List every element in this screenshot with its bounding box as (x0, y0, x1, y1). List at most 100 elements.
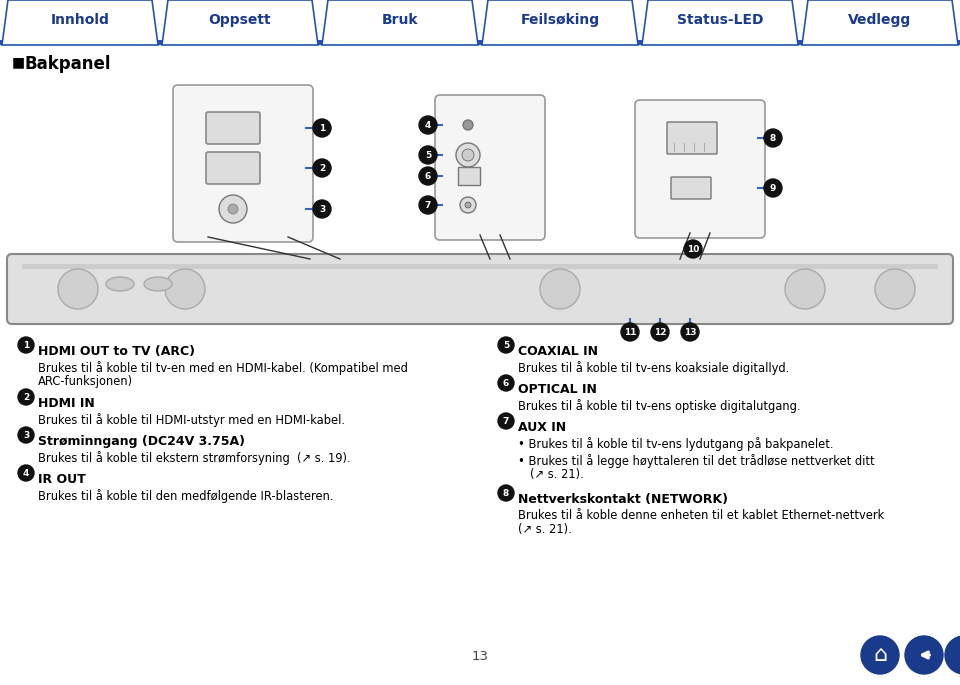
Text: Bruk: Bruk (382, 13, 419, 27)
Polygon shape (322, 0, 478, 45)
Polygon shape (162, 0, 318, 45)
Polygon shape (802, 0, 958, 45)
Text: ⌂: ⌂ (873, 645, 887, 665)
Text: 11: 11 (624, 327, 636, 336)
Text: ARC-funksjonen): ARC-funksjonen) (38, 375, 133, 388)
Text: (↗ s. 21).: (↗ s. 21). (530, 468, 584, 481)
Text: Brukes til å koble denne enheten til et kablet Ethernet-nettverk: Brukes til å koble denne enheten til et … (518, 509, 884, 522)
FancyBboxPatch shape (206, 152, 260, 184)
Circle shape (18, 337, 34, 353)
Text: Vedlegg: Vedlegg (849, 13, 912, 27)
Text: 12: 12 (654, 327, 666, 336)
Text: 10: 10 (686, 245, 699, 253)
Text: 2: 2 (23, 393, 29, 401)
Circle shape (498, 413, 514, 429)
Text: Feilsøking: Feilsøking (520, 13, 600, 27)
Text: AUX IN: AUX IN (518, 421, 566, 434)
Text: 13: 13 (471, 650, 489, 663)
Circle shape (462, 149, 474, 161)
Text: IR OUT: IR OUT (38, 473, 85, 486)
FancyBboxPatch shape (173, 85, 313, 242)
Circle shape (18, 389, 34, 405)
Circle shape (419, 167, 437, 185)
Circle shape (419, 196, 437, 214)
Text: COAXIAL IN: COAXIAL IN (518, 345, 598, 358)
Text: 5: 5 (503, 340, 509, 349)
Polygon shape (482, 0, 638, 45)
Text: 3: 3 (319, 205, 325, 214)
Circle shape (419, 146, 437, 164)
Circle shape (498, 337, 514, 353)
Text: 1: 1 (23, 340, 29, 349)
Text: 8: 8 (503, 488, 509, 497)
Text: Brukes til å koble til tv-ens koaksiale digitallyd.: Brukes til å koble til tv-ens koaksiale … (518, 361, 789, 375)
Circle shape (313, 159, 331, 177)
Polygon shape (2, 0, 158, 45)
Text: 5: 5 (425, 151, 431, 160)
Circle shape (498, 375, 514, 391)
Text: Brukes til å koble til tv-en med en HDMI-kabel. (Kompatibel med: Brukes til å koble til tv-en med en HDMI… (38, 361, 408, 375)
Circle shape (165, 269, 205, 309)
Text: Brukes til å koble til den medfølgende IR-blasteren.: Brukes til å koble til den medfølgende I… (38, 489, 333, 503)
Text: 4: 4 (425, 121, 431, 129)
Bar (22, 264, 938, 269)
Circle shape (18, 427, 34, 443)
Circle shape (945, 636, 960, 674)
Text: 8: 8 (770, 134, 776, 142)
Text: 4: 4 (23, 469, 29, 477)
Circle shape (621, 323, 639, 341)
Bar (458, 167, 480, 185)
Text: 3: 3 (23, 430, 29, 440)
Circle shape (463, 120, 473, 130)
Circle shape (313, 119, 331, 137)
Circle shape (905, 636, 943, 674)
Circle shape (456, 143, 480, 167)
Circle shape (228, 204, 238, 214)
Circle shape (18, 465, 34, 481)
Text: Brukes til å koble til tv-ens optiske digitalutgang.: Brukes til å koble til tv-ens optiske di… (518, 399, 801, 413)
Text: 9: 9 (770, 184, 777, 192)
Circle shape (875, 269, 915, 309)
FancyBboxPatch shape (7, 254, 953, 324)
Text: 1: 1 (319, 123, 325, 132)
Circle shape (498, 485, 514, 501)
Circle shape (681, 323, 699, 341)
Text: Oppsett: Oppsett (208, 13, 272, 27)
Ellipse shape (106, 277, 134, 291)
Bar (0, 77, 960, 327)
FancyBboxPatch shape (671, 177, 711, 199)
Text: 13: 13 (684, 327, 696, 336)
Text: 6: 6 (425, 171, 431, 181)
Circle shape (540, 269, 580, 309)
Text: • Brukes til å legge høyttaleren til det trådløse nettverket ditt: • Brukes til å legge høyttaleren til det… (518, 454, 875, 468)
Text: Brukes til å koble til ekstern strømforsyning  (↗ s. 19).: Brukes til å koble til ekstern strømfors… (38, 451, 350, 465)
Text: ■: ■ (12, 55, 25, 69)
Bar (0, 40, 960, 45)
Text: Bakpanel: Bakpanel (24, 55, 110, 73)
Circle shape (861, 636, 899, 674)
Text: Innhold: Innhold (51, 13, 109, 27)
Circle shape (419, 116, 437, 134)
Text: Brukes til å koble til HDMI-utstyr med en HDMI-kabel.: Brukes til å koble til HDMI-utstyr med e… (38, 413, 345, 427)
Text: 2: 2 (319, 164, 325, 173)
Text: 7: 7 (503, 416, 509, 425)
Text: OPTICAL IN: OPTICAL IN (518, 383, 597, 396)
Circle shape (313, 200, 331, 218)
Circle shape (764, 129, 782, 147)
Text: HDMI IN: HDMI IN (38, 397, 95, 410)
Text: Nettverkskontakt (NETWORK): Nettverkskontakt (NETWORK) (518, 493, 728, 506)
FancyBboxPatch shape (435, 95, 545, 240)
Circle shape (785, 269, 825, 309)
Circle shape (764, 179, 782, 197)
Ellipse shape (144, 277, 172, 291)
FancyBboxPatch shape (206, 112, 260, 144)
Circle shape (58, 269, 98, 309)
Circle shape (684, 240, 702, 258)
Text: • Brukes til å koble til tv-ens lydutgang på bakpanelet.: • Brukes til å koble til tv-ens lydutgan… (518, 437, 833, 451)
Text: 6: 6 (503, 379, 509, 388)
Circle shape (219, 195, 247, 223)
Text: 7: 7 (425, 201, 431, 210)
Text: Strøminngang (DC24V 3.75A): Strøminngang (DC24V 3.75A) (38, 435, 245, 448)
FancyBboxPatch shape (635, 100, 765, 238)
Circle shape (651, 323, 669, 341)
